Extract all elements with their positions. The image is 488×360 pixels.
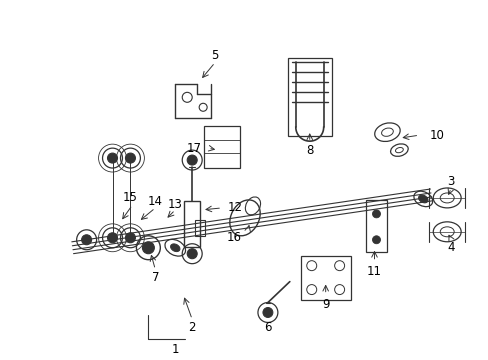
Text: 9: 9	[321, 298, 329, 311]
Text: 7: 7	[151, 271, 159, 284]
Ellipse shape	[418, 195, 427, 203]
Bar	[203, 126, 240, 168]
Text: 11: 11	[366, 265, 381, 278]
Text: 1: 1	[171, 343, 179, 356]
Circle shape	[187, 249, 197, 259]
Bar	[184, 201, 200, 247]
Bar	[195, 220, 205, 236]
Text: 3: 3	[447, 175, 454, 189]
Text: 6: 6	[264, 321, 271, 334]
Text: 13: 13	[167, 198, 183, 211]
Text: 15: 15	[123, 192, 138, 204]
Text: 14: 14	[147, 195, 163, 208]
Circle shape	[81, 235, 91, 245]
Bar	[300, 256, 350, 300]
Text: 17: 17	[187, 141, 202, 155]
Text: 10: 10	[428, 129, 443, 142]
Circle shape	[125, 233, 135, 243]
Circle shape	[372, 210, 380, 218]
Circle shape	[107, 233, 117, 243]
Text: 12: 12	[227, 201, 243, 215]
Bar	[287, 58, 331, 136]
Text: 4: 4	[447, 241, 454, 254]
Circle shape	[372, 236, 380, 244]
Circle shape	[187, 155, 197, 165]
Ellipse shape	[170, 244, 180, 252]
Text: 2: 2	[188, 321, 196, 334]
Text: 8: 8	[305, 144, 313, 157]
Text: 16: 16	[226, 231, 242, 244]
Text: 5: 5	[211, 49, 218, 62]
Circle shape	[107, 153, 117, 163]
Bar	[365, 200, 386, 252]
Circle shape	[142, 242, 154, 254]
Circle shape	[263, 307, 272, 318]
Circle shape	[125, 153, 135, 163]
